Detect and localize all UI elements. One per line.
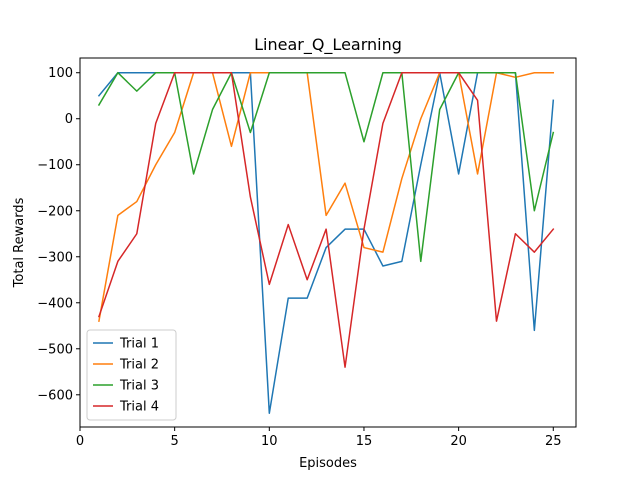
x-axis-label: Episodes [299,456,357,471]
axes-frame [79,57,577,428]
series-line-trial-2 [98,71,555,323]
y-tick-label: −200 [37,204,73,219]
y-tick-label: −500 [37,342,73,357]
legend-label: Trial 1 [119,337,159,352]
x-tick-label: 20 [450,434,467,449]
x-tick-label: 0 [76,434,84,449]
y-tick-label: 100 [48,66,73,81]
y-axis-label: Total Rewards [12,197,27,288]
y-tick-label: −600 [37,388,73,403]
legend-label: Trial 4 [119,400,159,415]
y-tick-label: 0 [65,112,73,127]
x-tick-label: 15 [356,434,373,449]
y-tick-label: −100 [37,158,73,173]
plot-area [97,71,555,414]
chart-title: Linear_Q_Learning [254,35,402,55]
x-tick-label: 10 [261,434,278,449]
series-line-trial-4 [97,71,555,368]
x-tick-label: 5 [171,434,179,449]
legend-box [86,329,177,421]
y-tick-label: −400 [37,296,73,311]
x-tick-label: 25 [545,434,562,449]
legend-label: Trial 3 [119,379,159,394]
legend-label: Trial 2 [119,358,159,373]
legend: Trial 1 Trial 2 Trial 3 Trial 4 [86,329,177,421]
y-tick-label: −300 [37,250,73,265]
